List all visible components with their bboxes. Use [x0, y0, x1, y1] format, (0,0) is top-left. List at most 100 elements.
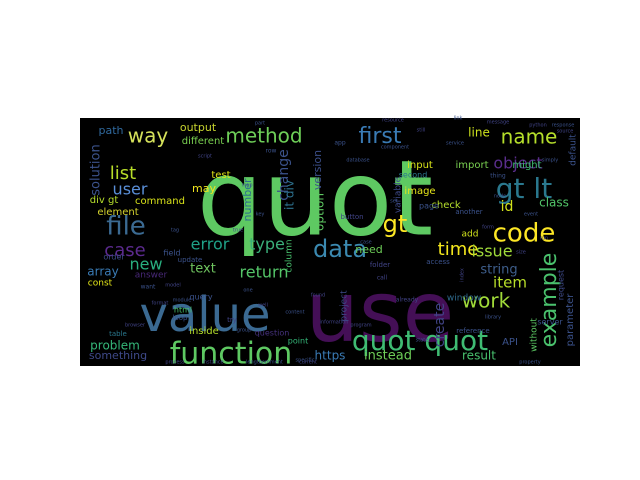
word-value: value	[139, 287, 270, 343]
word-format: format	[152, 301, 169, 307]
word-project: project	[340, 290, 350, 322]
word-point: point	[288, 337, 308, 346]
word-case: case	[104, 240, 145, 261]
word-return: return	[240, 263, 289, 282]
word-library: library	[485, 315, 501, 321]
word-data: data	[313, 235, 367, 263]
word-element: element	[97, 207, 138, 218]
word-it-div: it div	[283, 180, 297, 210]
word-number: number	[241, 178, 254, 221]
word-one: one	[243, 288, 252, 294]
word-line: line	[468, 126, 490, 140]
word-well: well	[258, 303, 268, 309]
word-size: size	[516, 250, 526, 256]
word-object: object	[493, 154, 542, 173]
word-page: page	[419, 202, 439, 211]
word-new: new	[129, 255, 162, 274]
word-want: want	[141, 284, 156, 291]
word-quot: quot	[197, 137, 433, 259]
word-first: first	[359, 124, 402, 149]
word-error: error	[191, 235, 230, 254]
word-column: column	[285, 239, 295, 272]
word-result: result	[462, 349, 496, 363]
word-event: event	[524, 212, 538, 218]
word-folder: folder	[370, 261, 390, 269]
word-https: https	[315, 349, 346, 363]
word-content: content	[285, 310, 304, 316]
word-request: request	[557, 270, 566, 300]
word-instance: instance	[202, 360, 223, 366]
word-may: may	[192, 182, 216, 195]
word-solution: solution	[89, 144, 104, 195]
word-current: current	[299, 360, 317, 366]
word-case: case	[360, 240, 372, 246]
word-node: node	[494, 194, 506, 200]
word-try: try	[227, 316, 237, 324]
word-use: use	[306, 263, 455, 361]
word-issue: issue	[471, 242, 512, 261]
word-quot-quot: quot quot	[352, 324, 488, 357]
word-form: form	[482, 225, 494, 231]
word-link: link	[454, 116, 463, 122]
word-app: app	[334, 140, 345, 147]
word-input: input	[407, 160, 433, 171]
word-way: way	[128, 124, 169, 148]
word-database: database	[346, 158, 369, 164]
word-key: key	[256, 212, 265, 218]
word-parameter: parameter	[565, 293, 576, 347]
word-comment: comment	[259, 360, 283, 366]
word-user: user	[113, 180, 148, 199]
word-gt-lt: gt lt	[496, 172, 552, 205]
word-output: output	[180, 121, 217, 134]
word-import: import	[455, 160, 488, 171]
word-reference: reference	[456, 327, 489, 335]
word-thing: thing	[490, 173, 506, 180]
word-api: API	[502, 337, 518, 348]
word-example: example	[537, 253, 562, 348]
word-browser: browser	[125, 323, 146, 329]
word-problem: problem	[90, 339, 140, 353]
word-property: property	[519, 360, 540, 366]
word-tag: tag	[171, 228, 179, 234]
word-name: name	[501, 125, 558, 149]
word-test: test	[211, 170, 230, 181]
word-add: add	[462, 230, 479, 240]
word-check: check	[431, 200, 460, 211]
word-file: file	[106, 212, 146, 242]
word-function: function	[170, 337, 293, 372]
word-service: service	[446, 141, 464, 147]
word-access: access	[426, 258, 450, 266]
word-resource: resource	[382, 118, 404, 124]
word-index: index	[460, 268, 466, 282]
word-method: method	[225, 124, 302, 148]
word-list: list	[110, 163, 136, 184]
word-python: python	[529, 123, 547, 129]
word-instead: instead	[364, 349, 412, 364]
word-row: row	[266, 148, 277, 155]
word-still: still	[417, 128, 426, 134]
word-variable: variable	[394, 176, 404, 213]
word-already: already	[396, 297, 419, 304]
word-length: length	[246, 360, 262, 366]
word-need: need	[355, 243, 383, 256]
word-simply: simply	[542, 158, 558, 164]
word-found: found	[311, 293, 325, 299]
word-might: might	[512, 160, 541, 171]
word-type: type	[249, 235, 285, 254]
word-loop: loop	[173, 314, 189, 322]
word-code: code	[493, 219, 556, 249]
word-cloud-background	[80, 118, 580, 366]
word-image: image	[404, 186, 435, 197]
word-answer: answer	[135, 271, 168, 281]
word-state: state	[416, 338, 429, 344]
word-something: something	[89, 349, 147, 362]
word-option: option	[313, 193, 327, 231]
word-change: change	[276, 149, 292, 201]
word-another: another	[455, 208, 482, 216]
word-map: map	[241, 183, 252, 189]
word-button: button	[340, 213, 363, 221]
word-component: component	[381, 145, 409, 151]
word-part: part	[255, 121, 265, 127]
